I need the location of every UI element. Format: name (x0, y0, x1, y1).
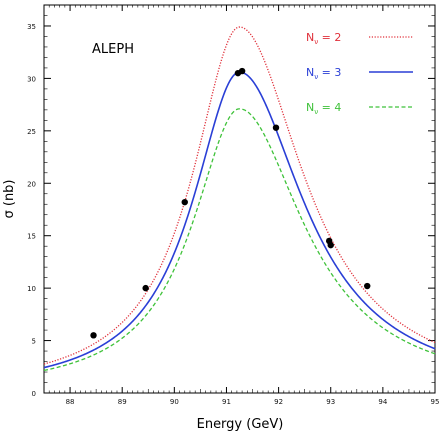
data-point (272, 124, 280, 131)
x-tick-label: 88 (66, 398, 75, 406)
legend-label: Nν = 3 (306, 66, 341, 81)
x-tick-label: 91 (222, 398, 231, 406)
x-tick-label: 94 (378, 398, 387, 406)
x-tick-label: 92 (274, 398, 283, 406)
legend-label: Nν = 4 (306, 101, 341, 116)
curves-layer (43, 26, 436, 372)
x-axis-title: Energy (GeV) (197, 417, 284, 432)
y-tick-label: 10 (27, 285, 36, 293)
y-tick-label: 25 (27, 128, 36, 136)
legend: Nν = 2 Nν = 3 Nν = 4 (306, 31, 413, 116)
ticks-layer: 88 89 90 91 92 93 94 95 0 5 10 15 20 25 30 35 (27, 4, 440, 406)
x-tick-label: 95 (431, 398, 440, 406)
y-tick-label: 35 (27, 23, 36, 31)
y-axis-title: σ (nb) (2, 179, 17, 218)
x-tick-label: 93 (326, 398, 335, 406)
x-tick-label: 90 (170, 398, 179, 406)
data-point (327, 241, 334, 249)
series-line-nu-2 (43, 26, 436, 365)
series-line-nu-4 (43, 108, 436, 372)
data-point (364, 282, 371, 290)
y-tick-label: 30 (27, 75, 36, 83)
points-layer (90, 67, 371, 339)
y-tick-label: 20 (27, 180, 36, 188)
legend-label: Nν = 2 (306, 31, 341, 46)
data-point (181, 198, 188, 206)
y-tick-label: 5 (32, 338, 36, 346)
data-point (142, 284, 149, 292)
data-point (90, 332, 97, 339)
x-tick-label: 89 (118, 398, 127, 406)
plot-frame (43, 4, 436, 394)
aleph-annotation: ALEPH (92, 42, 134, 57)
y-tick-label: 15 (27, 233, 36, 241)
y-tick-label: 0 (32, 390, 36, 398)
data-point (238, 67, 246, 75)
